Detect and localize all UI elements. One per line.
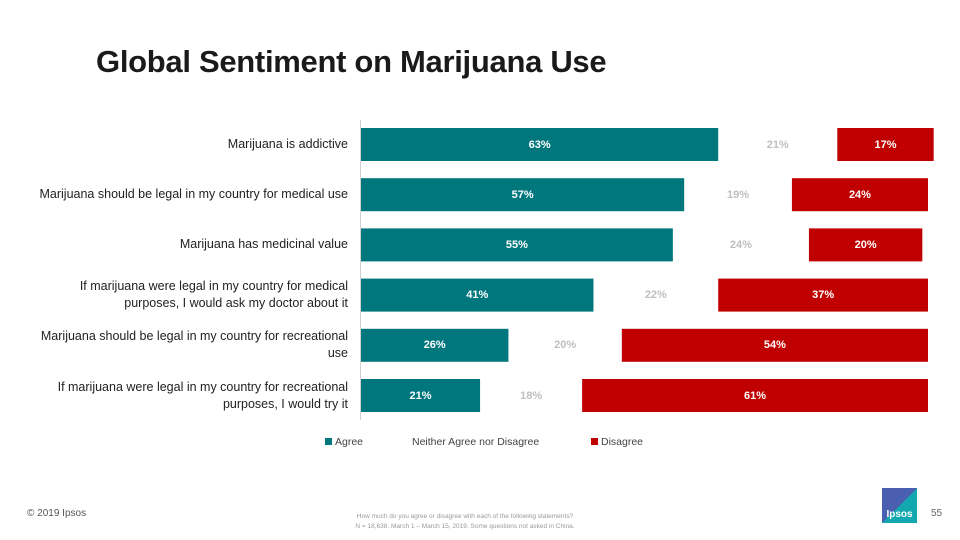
legend-item: Agree: [325, 436, 363, 448]
copyright: © 2019 Ipsos: [27, 508, 87, 519]
bar-agree: [361, 379, 481, 412]
bar-disagree: [621, 328, 928, 362]
bar-agree: [361, 178, 685, 212]
bar-disagree: [791, 178, 928, 212]
data-label: 21%: [409, 389, 432, 402]
bar-agree: [361, 328, 509, 362]
data-label: 20%: [554, 339, 577, 352]
data-label: 24%: [848, 188, 871, 201]
data-label: 37%: [812, 289, 835, 302]
data-label: 63%: [528, 138, 551, 151]
data-label: 20%: [854, 238, 877, 251]
data-label: 57%: [511, 188, 534, 201]
data-label: 18%: [520, 389, 543, 402]
data-label: 19%: [727, 188, 750, 201]
legend-label: Agree: [335, 436, 364, 448]
category-label: If marijuana were legal in my country fo…: [57, 379, 348, 411]
data-label: 61%: [744, 389, 767, 402]
data-label: 24%: [729, 238, 752, 251]
category-label: If marijuana were legal in my country fo…: [79, 279, 348, 311]
bar-disagree: [808, 228, 923, 262]
data-label: 41%: [466, 289, 489, 302]
ipsos-logo: Ipsos: [882, 488, 917, 523]
category-label: Marijuana should be legal in my country …: [40, 329, 348, 361]
legend-item: Neither Agree nor Disagree: [412, 436, 539, 448]
data-label: 55%: [505, 238, 528, 251]
category-label: Marijuana should be legal in my country …: [39, 187, 349, 202]
footnote: How much do you agree or disagree with e…: [330, 512, 600, 532]
bar-agree: [361, 228, 673, 262]
data-label: 26%: [423, 339, 446, 352]
category-label: Marijuana is addictive: [227, 137, 348, 151]
legend-swatch: [325, 438, 332, 445]
bar-disagree: [837, 128, 934, 161]
bar-agree: [361, 278, 594, 312]
data-label: 22%: [644, 289, 667, 302]
page-number: 55: [931, 508, 943, 519]
legend-swatch: [591, 438, 598, 445]
page-title: Global Sentiment on Marijuana Use: [96, 44, 607, 79]
data-label: 54%: [763, 339, 786, 352]
data-label: 17%: [874, 138, 897, 151]
legend-label: Disagree: [601, 436, 644, 448]
category-label: Marijuana has medicinal value: [179, 237, 348, 252]
logo-text: Ipsos: [886, 509, 913, 520]
bar-disagree: [582, 379, 928, 412]
bar-disagree: [718, 278, 928, 312]
legend-item: Disagree: [591, 436, 643, 448]
footnote-question: How much do you agree or disagree with e…: [356, 513, 574, 520]
footnote-sample: N = 18,638. March 1 – March 15, 2019. So…: [355, 523, 575, 530]
data-label: 21%: [766, 138, 789, 151]
bar-agree: [361, 128, 719, 161]
legend-label: Neither Agree nor Disagree: [412, 436, 540, 448]
